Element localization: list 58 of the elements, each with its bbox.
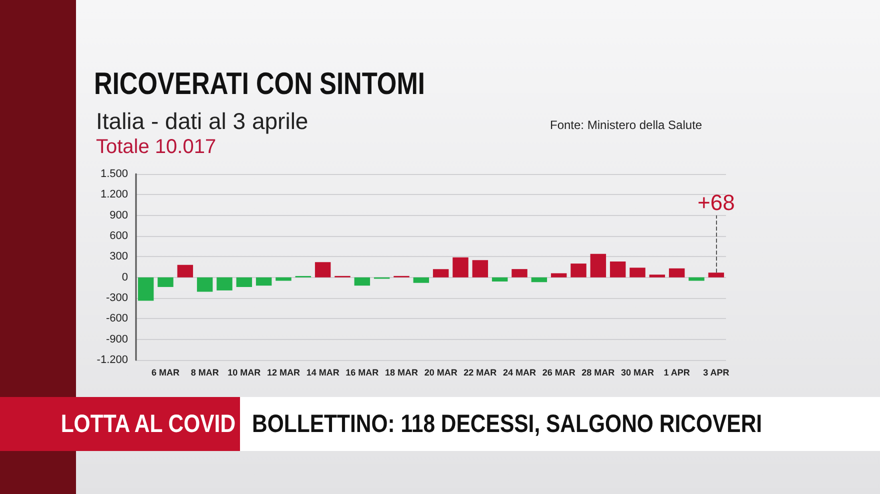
y-tick-label: -900	[106, 333, 128, 346]
y-tick-label: 0	[122, 271, 128, 284]
bar	[630, 268, 646, 278]
bar	[276, 277, 292, 281]
x-tick-label: 26 MAR	[542, 368, 576, 378]
x-tick-label: 12 MAR	[266, 368, 300, 378]
bar	[432, 269, 449, 278]
x-tick-label: 24 MAR	[502, 368, 536, 378]
bar	[354, 277, 370, 286]
bar	[216, 277, 232, 290]
x-tick-label: 1 APR	[664, 368, 690, 378]
bar	[668, 268, 685, 278]
bar	[314, 262, 331, 278]
x-tick-label: 16 MAR	[346, 368, 380, 378]
x-tick-label: 30 MAR	[620, 368, 654, 378]
bar	[590, 254, 606, 278]
y-tick-label: 1.500	[100, 168, 128, 180]
text: LOTTA AL COVID	[61, 409, 236, 440]
bar	[492, 277, 508, 282]
bar	[196, 277, 213, 292]
x-tick-label: 20 MAR	[424, 368, 458, 378]
bar	[177, 264, 194, 278]
y-tick-label: 1.200	[100, 188, 128, 201]
y-tick-label: -600	[106, 312, 128, 325]
bar	[452, 257, 468, 278]
bar	[158, 277, 174, 287]
bar	[688, 277, 704, 281]
bar	[570, 264, 586, 278]
x-tick-label: 6 MAR	[151, 368, 180, 378]
x-tick-label: 8 MAR	[190, 368, 220, 378]
x-tick-label: 3 APR	[703, 368, 730, 378]
bar	[472, 260, 488, 278]
y-tick-label: 600	[110, 230, 128, 242]
y-tick-label: -300	[106, 292, 128, 304]
bar	[610, 261, 626, 278]
y-tick-label: 900	[110, 209, 128, 222]
bar	[531, 277, 548, 282]
source-note: Fonte: Ministero della Salute	[550, 118, 702, 132]
chart-title: RICOVERATI CON SINTOMI	[94, 66, 425, 102]
bar	[413, 277, 430, 283]
y-tick-label: -1.200	[96, 354, 128, 366]
x-tick-label: 14 MAR	[306, 368, 340, 378]
y-tick-label: 300	[110, 250, 128, 263]
x-tick-label: 28 MAR	[582, 368, 616, 378]
bar	[550, 273, 567, 278]
bar	[256, 277, 272, 286]
bar	[236, 277, 252, 287]
bar	[138, 277, 154, 301]
x-tick-label: 22 MAR	[464, 368, 498, 378]
bar	[512, 269, 528, 278]
x-tick-label: 10 MAR	[228, 368, 262, 378]
chart-subtitle: Italia - dati al 3 aprile	[96, 108, 308, 135]
text: Totale 10.017	[96, 136, 216, 159]
x-tick-label: 18 MAR	[384, 368, 418, 378]
bar	[708, 272, 724, 278]
text: BOLLETTINO: 118 DECESSI, SALGONO RICOVERI	[252, 409, 762, 440]
bar	[649, 274, 666, 278]
annotation: +68	[698, 190, 735, 215]
